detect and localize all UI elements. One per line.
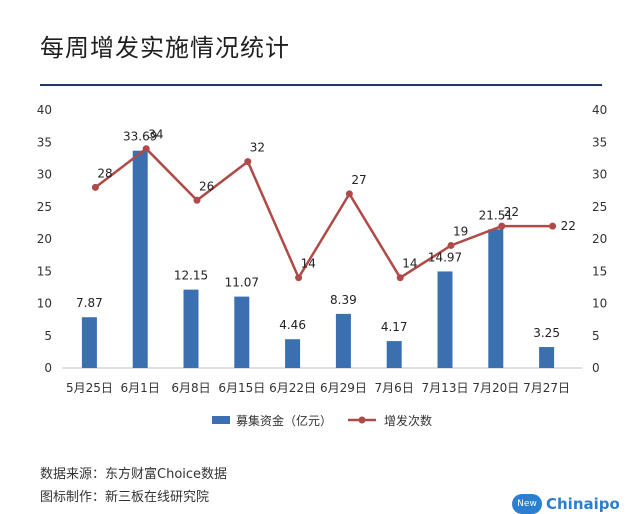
bar [285, 339, 301, 368]
x-tick-label: 7月6日 [375, 381, 414, 395]
bar [234, 296, 250, 368]
y-tick-label: 20 [37, 232, 52, 246]
line-value-label: 27 [351, 173, 366, 187]
bar [386, 341, 402, 368]
logo-badge-icon: New [512, 494, 542, 514]
line-point [447, 241, 455, 249]
x-tick-label: 5月25日 [66, 381, 113, 395]
line-point [193, 196, 201, 204]
legend-swatch-bar [212, 416, 230, 424]
y-tick-label: 35 [37, 135, 52, 149]
bar-value-label: 12.15 [174, 269, 208, 283]
line-point [295, 274, 303, 282]
y2-tick-label: 30 [592, 168, 607, 182]
bar [81, 317, 97, 368]
x-tick-label: 6月8日 [171, 381, 210, 395]
combo-chart: 0 5 10 15 20 25 30 35 40 0 5 10 15 20 25 30 35 40 7.87 33.6… [37, 103, 608, 428]
bar [488, 229, 504, 368]
x-tick-label: 6月22日 [269, 381, 316, 395]
legend-label-line: 增发次数 [384, 413, 432, 428]
line-point [345, 190, 353, 198]
bar [539, 347, 555, 368]
bar [335, 313, 351, 368]
bar-value-label: 3.25 [533, 326, 560, 340]
title-divider [40, 84, 602, 86]
line-series [94, 147, 553, 281]
y2-tick-label: 35 [592, 135, 607, 149]
line-value-label: 26 [199, 179, 214, 193]
y-tick-label: 40 [37, 103, 52, 117]
bar-value-label: 14.97 [428, 250, 462, 264]
y2-tick-label: 0 [592, 361, 600, 375]
logo-text: Chinaipo [546, 495, 620, 513]
line-point [91, 183, 99, 191]
bar [183, 289, 199, 368]
line-value-label: 22 [504, 205, 519, 219]
x-tick-label: 7月27日 [523, 381, 570, 395]
line-value-label: 14 [301, 257, 316, 271]
bar [132, 150, 148, 368]
y-tick-label: 0 [44, 361, 52, 375]
line-point [498, 222, 506, 230]
y-tick-label: 15 [37, 264, 52, 278]
bar-value-label: 21.51 [479, 208, 513, 222]
bar-value-label: 11.07 [225, 276, 259, 290]
line-value-label: 22 [561, 219, 576, 233]
x-tick-label: 6月15日 [218, 381, 265, 395]
x-tick-label: 6月29日 [320, 381, 367, 395]
line-point [142, 145, 150, 153]
line-value-label: 32 [250, 141, 265, 155]
y2-tick-label: 40 [592, 103, 607, 117]
y-tick-label: 25 [37, 200, 52, 214]
y2-tick-label: 25 [592, 200, 607, 214]
y-tick-label: 30 [37, 168, 52, 182]
bar-value-label: 33.69 [123, 130, 157, 144]
line-point [549, 222, 557, 230]
legend-label-bar: 募集资金（亿元） [236, 413, 332, 428]
y2-tick-label: 15 [592, 264, 607, 278]
y-tick-label: 5 [44, 329, 52, 343]
line-value-label: 34 [148, 128, 163, 142]
page-title: 每周增发实施情况统计 [40, 34, 290, 62]
y-tick-label: 10 [37, 297, 52, 311]
y2-tick-label: 10 [592, 297, 607, 311]
x-tick-label: 7月13日 [422, 381, 469, 395]
bar-value-label: 4.46 [279, 318, 306, 332]
line-point [396, 274, 404, 282]
line-value-label: 14 [402, 257, 417, 271]
legend-marker-line [358, 416, 366, 424]
line-value-label: 19 [453, 224, 468, 238]
line-value-label: 28 [97, 166, 112, 180]
x-tick-label: 7月20日 [472, 381, 519, 395]
line-point [244, 158, 252, 166]
chart-credit-note: 图标制作：新三板在线研究院 [40, 490, 210, 505]
data-source-note: 数据来源：东方财富Choice数据 [40, 467, 228, 482]
bar [437, 271, 453, 368]
bar-value-label: 7.87 [76, 296, 103, 310]
bar-value-label: 8.39 [330, 293, 357, 307]
y2-tick-label: 20 [592, 232, 607, 246]
bar-value-label: 4.17 [381, 320, 408, 334]
brand-logo: New Chinaipo [512, 494, 620, 514]
x-tick-label: 6月1日 [121, 381, 160, 395]
y2-tick-label: 5 [592, 329, 600, 343]
